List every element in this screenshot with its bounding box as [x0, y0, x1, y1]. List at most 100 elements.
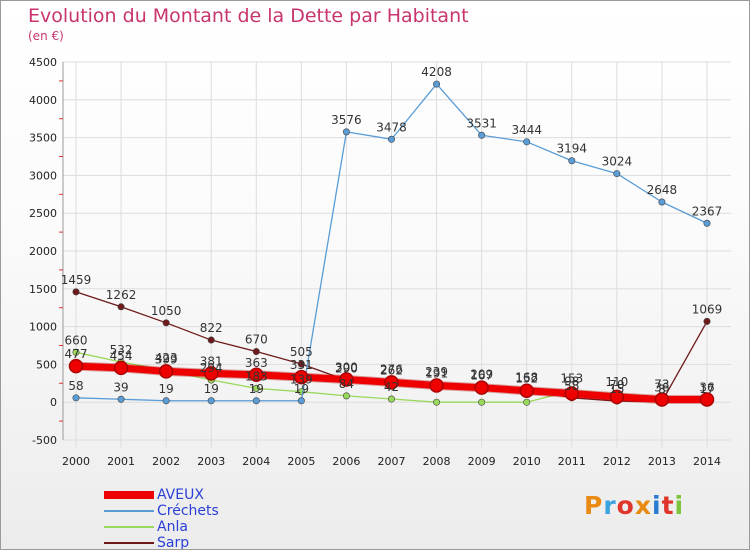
data-label-sarp: 1069	[692, 302, 723, 316]
data-label-anla: 110	[605, 375, 628, 389]
data-point-aveux	[294, 369, 309, 385]
data-label-cr-chets: 4208	[421, 65, 452, 79]
data-label-sarp: 209	[470, 367, 493, 381]
y-tick-label: 3500	[29, 132, 57, 145]
data-label-sarp: 670	[245, 333, 268, 347]
y-tick-label: 1500	[29, 283, 57, 296]
legend-item-anla: Anla	[104, 519, 219, 535]
data-point-aveux	[384, 375, 399, 390]
y-tick-label: 1000	[29, 321, 57, 334]
data-label-aveux: 36	[654, 381, 669, 395]
data-point-cr-chets	[72, 394, 80, 402]
legend-swatch-sarp	[104, 542, 154, 544]
chart-title: Evolution du Montant de la Dette par Hab…	[28, 5, 469, 27]
data-label-cr-chets: 3194	[557, 142, 588, 156]
data-point-cr-chets	[387, 135, 395, 143]
logo-letter: i	[652, 491, 662, 520]
data-point-sarp	[162, 319, 170, 327]
legend-swatch-aveux	[104, 491, 154, 499]
data-label-aveux: 477	[65, 347, 88, 361]
chart-unit: (en €)	[28, 29, 64, 43]
data-point-aveux	[158, 364, 174, 379]
logo-letter: i	[674, 491, 685, 520]
legend-item-aveux: AVEUX	[104, 487, 219, 503]
data-label-aveux: 70	[609, 378, 624, 392]
data-point-aveux	[249, 367, 264, 383]
data-label-cr-chets: 19	[159, 382, 174, 396]
data-label-anla: 660	[65, 333, 88, 347]
data-point-anla	[433, 398, 441, 406]
data-label-sarp: 276	[380, 362, 403, 376]
data-point-aveux	[429, 378, 444, 393]
data-point-cr-chets	[478, 131, 486, 139]
legend-swatch-crechets	[104, 510, 154, 512]
data-label-aveux: 152	[515, 372, 538, 386]
data-label-sarp: 505	[290, 345, 313, 359]
data-label-aveux: 98	[564, 375, 579, 389]
data-point-anla	[252, 384, 260, 392]
x-tick-label: 2012	[603, 455, 631, 468]
data-label-cr-chets: 3576	[331, 113, 362, 127]
data-point-cr-chets	[523, 138, 531, 146]
legend-item-crechets: Créchets	[104, 503, 219, 519]
logo-letter: P	[584, 491, 604, 520]
data-label-sarp: 58	[564, 379, 579, 393]
data-label-sarp: 239	[425, 365, 448, 379]
y-tick-label: 500	[36, 358, 57, 371]
data-point-cr-chets	[162, 397, 170, 405]
x-tick-label: 2011	[558, 455, 586, 468]
x-tick-label: 2005	[287, 455, 315, 468]
data-point-anla	[72, 348, 80, 356]
data-point-anla	[387, 395, 395, 403]
data-point-aveux	[654, 392, 670, 407]
data-point-anla	[342, 392, 350, 400]
legend-label-sarp: Sarp	[157, 535, 190, 550]
data-label-cr-chets: 2367	[692, 204, 723, 218]
data-label-cr-chets: 19	[204, 382, 219, 396]
data-point-aveux	[699, 392, 715, 407]
logo-letter: r	[603, 491, 617, 520]
x-tick-label: 2008	[423, 455, 451, 468]
data-label-cr-chets: 39	[113, 380, 128, 394]
data-point-cr-chets	[297, 397, 305, 405]
data-point-sarp	[207, 336, 215, 344]
data-label-anla: 153	[560, 372, 583, 386]
data-label-cr-chets: 19	[294, 382, 309, 396]
data-point-aveux	[113, 360, 129, 376]
x-tick-label: 2003	[197, 455, 225, 468]
data-label-cr-chets: 3478	[376, 120, 407, 134]
data-label-aveux: 262	[380, 363, 403, 377]
data-point-sarp	[72, 288, 80, 296]
data-label-aveux: 191	[425, 366, 448, 380]
x-tick-label: 2013	[648, 455, 676, 468]
data-label-anla: 294	[200, 361, 223, 375]
x-tick-label: 2004	[242, 455, 270, 468]
data-point-sarp	[703, 317, 711, 325]
data-label-aveux: 36	[699, 380, 714, 394]
logo-letter: t	[661, 491, 675, 520]
data-label-sarp: 168	[515, 370, 538, 384]
legend-swatch-anla	[104, 526, 154, 528]
data-label-sarp: 15	[609, 382, 624, 396]
data-label-anla: 17	[699, 382, 714, 396]
data-label-anla: 532	[110, 343, 133, 357]
y-tick-label: 4000	[29, 94, 57, 107]
legend-label-crechets: Créchets	[157, 503, 219, 519]
data-point-cr-chets	[658, 198, 666, 206]
y-tick-label: 4500	[29, 56, 57, 69]
data-label-sarp: 290	[335, 361, 358, 375]
data-point-aveux	[339, 372, 354, 387]
data-label-aveux: 300	[335, 361, 358, 375]
data-label-cr-chets: 19	[249, 382, 264, 396]
data-label-anla: 42	[384, 380, 399, 394]
data-point-aveux	[203, 366, 219, 381]
data-label-anla: 139	[290, 373, 313, 387]
x-tick-label: 2009	[468, 455, 496, 468]
data-label-aveux: 331	[290, 358, 313, 372]
data-label-anla: 73	[654, 378, 669, 392]
logo-letter: x	[634, 491, 652, 520]
data-point-anla	[478, 398, 486, 406]
data-point-aveux	[519, 383, 534, 398]
